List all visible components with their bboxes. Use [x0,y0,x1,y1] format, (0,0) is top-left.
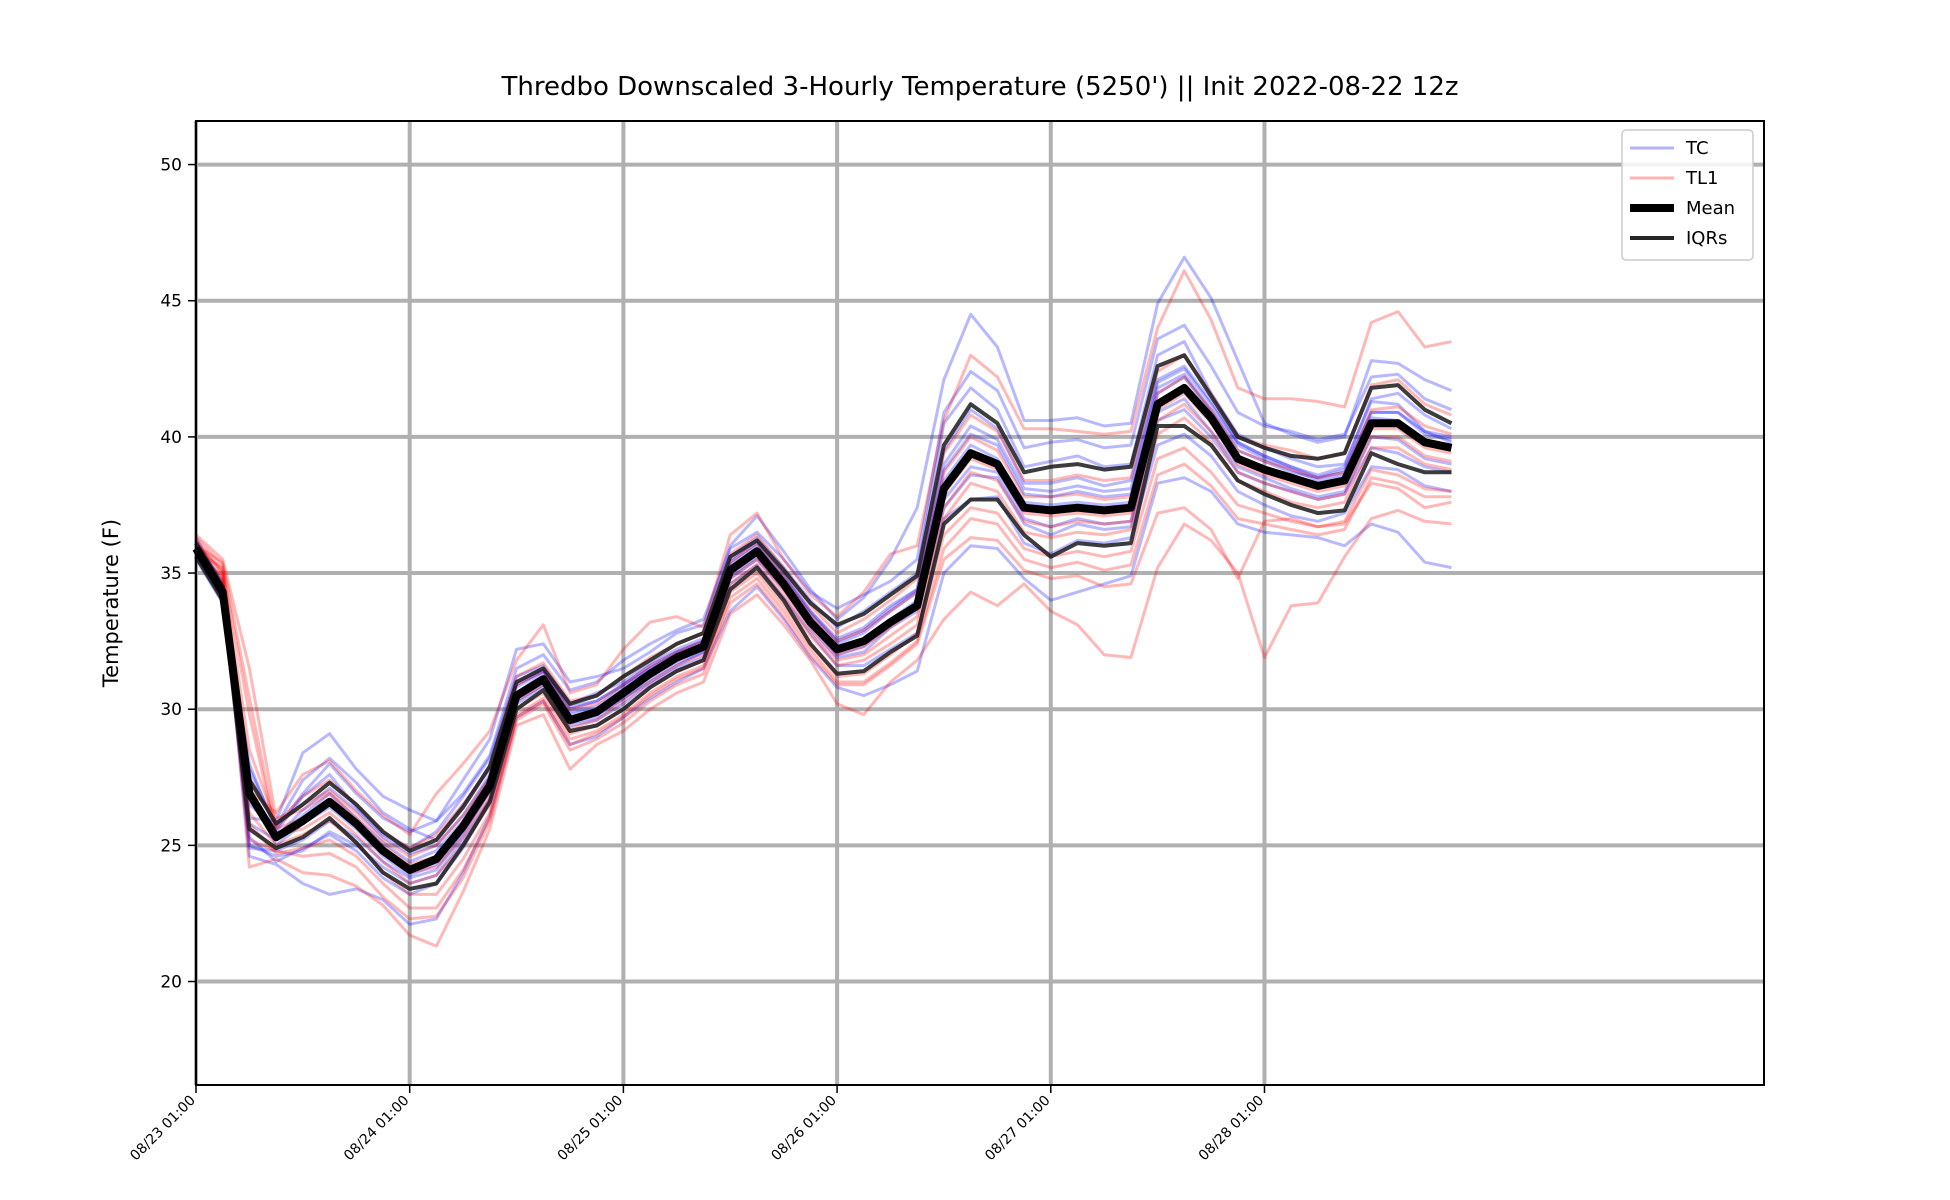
legend-box [1621,129,1754,261]
y-axis-ticks: 20 25 30 35 40 45 50 [160,156,196,993]
mean-iqr-lines [192,353,1453,891]
iqr-upper-line [194,353,1453,853]
y-tick-label: 40 [160,428,182,448]
tc-member-line [194,255,1453,823]
legend: TC TL1 Mean IQRs [1621,129,1754,261]
y-tick-label: 35 [160,564,182,584]
mean-line [192,383,1453,874]
legend-label: IQRs [1686,228,1727,249]
y-tick-label: 30 [160,700,182,720]
chart-title: Thredbo Downscaled 3-Hourly Temperature … [500,72,1458,102]
tl1-member-line [194,508,1452,948]
y-tick-label: 20 [160,973,182,993]
y-tick-label: 25 [160,836,182,856]
y-axis-label: Temperature (F) [99,519,123,688]
tl1-member-line [194,269,1452,836]
plot-frame [195,120,1765,1086]
legend-label: TL1 [1685,168,1718,189]
legend-label: Mean [1686,198,1735,219]
tl1-member-line [194,375,1452,858]
iqr-lower-line [194,424,1452,891]
tc-member-line [194,323,1453,834]
y-tick-label: 50 [160,156,182,176]
tc-member-line [194,367,1452,855]
tl1-member-line [194,481,1452,921]
tc-member-line [194,408,1452,885]
tc-member-line [194,372,1452,864]
tc-member-line [194,432,1452,896]
legend-label: TC [1685,138,1709,159]
tc-member-line [194,364,1453,842]
tc-member-line [194,476,1452,926]
y-tick-label: 45 [160,292,182,312]
tl1-member-line [194,462,1452,910]
